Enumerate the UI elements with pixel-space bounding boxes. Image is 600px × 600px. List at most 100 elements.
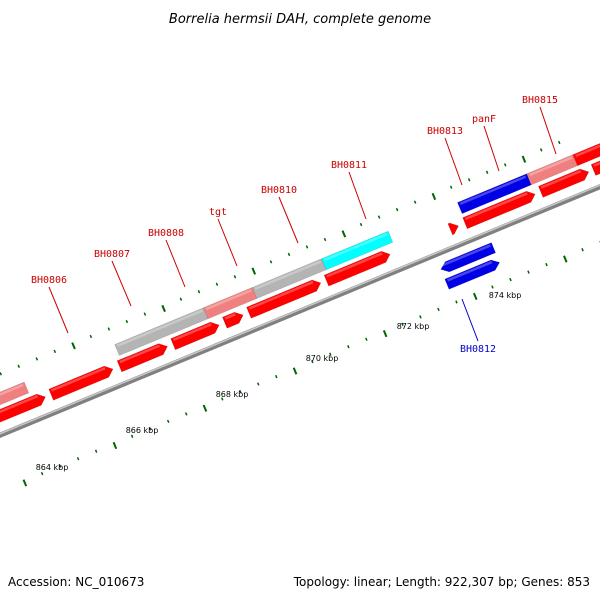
- gene-label-panf[interactable]: panF: [472, 114, 496, 125]
- forward-cds-arrow-highlight: [248, 280, 314, 310]
- tick-mark: [437, 307, 440, 312]
- label-leader-line: [461, 298, 479, 342]
- tick-mark: [233, 275, 237, 279]
- tick-mark: [431, 192, 437, 201]
- gray-feature-box-highlight: [116, 309, 203, 347]
- pseudo-feature-box-highlight: [529, 156, 573, 177]
- forward-cds-arrow: [590, 160, 600, 176]
- gene-label-bh0808[interactable]: BH0808: [148, 228, 184, 239]
- tick-mark: [581, 248, 584, 252]
- tick-mark: [257, 382, 260, 386]
- accession-text: Accession: NC_010673: [8, 575, 144, 589]
- blue-feature-box-highlight: [459, 175, 527, 205]
- scale-label-874: 874 kbp: [489, 291, 522, 300]
- forward-cds-arrow: [447, 222, 459, 236]
- tick-mark: [563, 255, 568, 263]
- forward-cds-arrow: [222, 311, 244, 329]
- forward-cds-arrow-highlight: [224, 313, 236, 320]
- scale-label-872: 872 kbp: [397, 322, 430, 331]
- tick-mark: [148, 427, 152, 431]
- label-leader-line: [165, 239, 186, 288]
- tick-mark: [419, 315, 422, 319]
- feature-tracks: [0, 143, 600, 423]
- genome-backbone: [0, 184, 600, 438]
- gene-label-bh0813[interactable]: BH0813: [427, 126, 463, 137]
- tick-mark: [112, 441, 118, 450]
- label-leader-lines: [48, 106, 557, 342]
- label-leader-line: [217, 218, 238, 267]
- gene-label-bh0815[interactable]: BH0815: [522, 95, 558, 106]
- tick-mark: [17, 364, 20, 368]
- tick-mark: [161, 304, 166, 313]
- forward-cds-arrow-highlight: [540, 170, 582, 189]
- tick-mark: [467, 178, 471, 182]
- tick-mark: [166, 419, 170, 424]
- tick-mark: [22, 479, 28, 487]
- label-leader-line: [111, 260, 132, 307]
- tick-mark: [58, 464, 62, 468]
- reverse-cds-arrow-highlight: [440, 244, 491, 267]
- scale-label-864: 864 kbp: [36, 463, 69, 472]
- forward-cds-arrow-highlight: [593, 161, 600, 167]
- gene-label-tgt[interactable]: tgt: [209, 207, 227, 218]
- reverse-cds-arrow: [444, 259, 501, 290]
- forward-cds-arrow: [246, 279, 322, 319]
- gene-label-bh0810[interactable]: BH0810: [261, 185, 297, 196]
- gene-label-bh0807[interactable]: BH0807: [94, 249, 130, 260]
- tick-mark: [539, 148, 543, 152]
- tick-mark: [130, 434, 134, 438]
- forward-cds-arrow: [170, 321, 220, 351]
- tick-mark: [341, 230, 347, 238]
- tick-mark: [292, 367, 298, 375]
- tick-mark: [382, 330, 388, 338]
- tick-mark: [329, 352, 332, 356]
- tick-mark: [347, 345, 350, 349]
- forward-cds-arrow-highlight: [51, 367, 106, 392]
- gene-label-bh0806[interactable]: BH0806: [31, 275, 67, 286]
- tick-mark: [413, 200, 417, 204]
- cyan-feature-box: [321, 230, 394, 271]
- gene-label-bh0812[interactable]: BH0812: [460, 344, 496, 355]
- forward-cds-box: [572, 143, 600, 167]
- tick-mark: [71, 342, 76, 350]
- tick-mark: [472, 292, 478, 300]
- tick-mark: [455, 300, 458, 304]
- forward-cds-arrow-highlight: [172, 323, 212, 341]
- label-leader-line: [278, 196, 299, 244]
- tick-mark: [239, 389, 242, 394]
- tick-mark: [395, 207, 399, 212]
- forward-cds-arrow: [323, 250, 391, 287]
- label-leader-line: [483, 125, 500, 172]
- forward-cds-arrow: [538, 168, 590, 198]
- tick-mark: [305, 245, 309, 249]
- gene-label-bh0811[interactable]: BH0811: [331, 160, 367, 171]
- label-leader-line: [48, 286, 69, 334]
- label-leader-line: [444, 137, 463, 186]
- tick-mark: [449, 185, 453, 189]
- forward-cds-box-highlight: [575, 144, 600, 158]
- tick-mark: [485, 170, 489, 174]
- tick-mark: [107, 327, 111, 331]
- outer-tick-marks: [0, 140, 561, 376]
- forward-cds-arrow: [0, 393, 46, 423]
- forward-cds-arrow-highlight: [0, 395, 39, 414]
- tick-mark: [377, 215, 381, 219]
- forward-cds-arrow-highlight: [326, 252, 383, 278]
- forward-cds-arrow: [116, 343, 168, 373]
- tick-mark: [143, 312, 147, 316]
- tick-mark: [509, 277, 512, 282]
- tick-mark: [179, 297, 183, 301]
- tick-mark: [0, 372, 2, 376]
- pseudo-feature-box-highlight: [0, 383, 24, 396]
- tick-mark: [401, 322, 404, 326]
- tick-mark: [545, 262, 548, 267]
- forward-cds-arrow-highlight: [119, 344, 160, 364]
- forward-cds-arrow: [462, 190, 536, 230]
- inner-tick-marks: [22, 240, 600, 487]
- tick-mark: [40, 471, 44, 476]
- tick-mark: [269, 260, 273, 264]
- tick-mark: [558, 140, 561, 145]
- tick-mark: [53, 349, 57, 354]
- tick-mark: [527, 270, 530, 274]
